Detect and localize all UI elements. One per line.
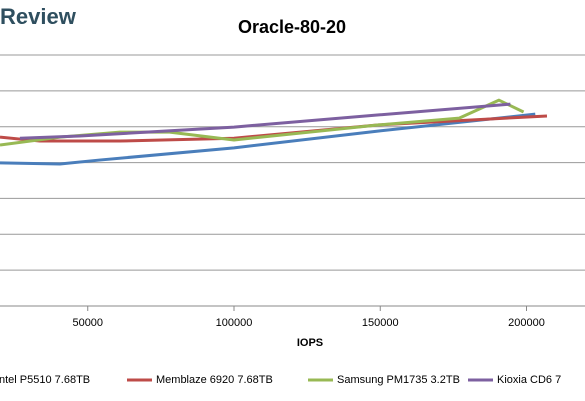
x-tick-label: 200000 bbox=[508, 317, 545, 329]
legend-label: Samsung PM1735 3.2TB bbox=[337, 374, 460, 386]
series-line bbox=[19, 102, 511, 140]
legend-label: Memblaze 6920 7.68TB bbox=[156, 374, 273, 386]
legend-label: Kioxia CD6 7 bbox=[497, 374, 561, 386]
series-line bbox=[0, 112, 536, 166]
x-tick-label: 150000 bbox=[362, 317, 399, 329]
x-tick-label: 50000 bbox=[72, 317, 103, 329]
legend-label: ntel P5510 7.68TB bbox=[0, 374, 90, 386]
chart-title: Oracle-80-20 bbox=[238, 17, 346, 37]
x-axis-label: IOPS bbox=[297, 337, 323, 349]
x-tick-label: 100000 bbox=[216, 317, 253, 329]
logo: Review bbox=[0, 4, 77, 29]
